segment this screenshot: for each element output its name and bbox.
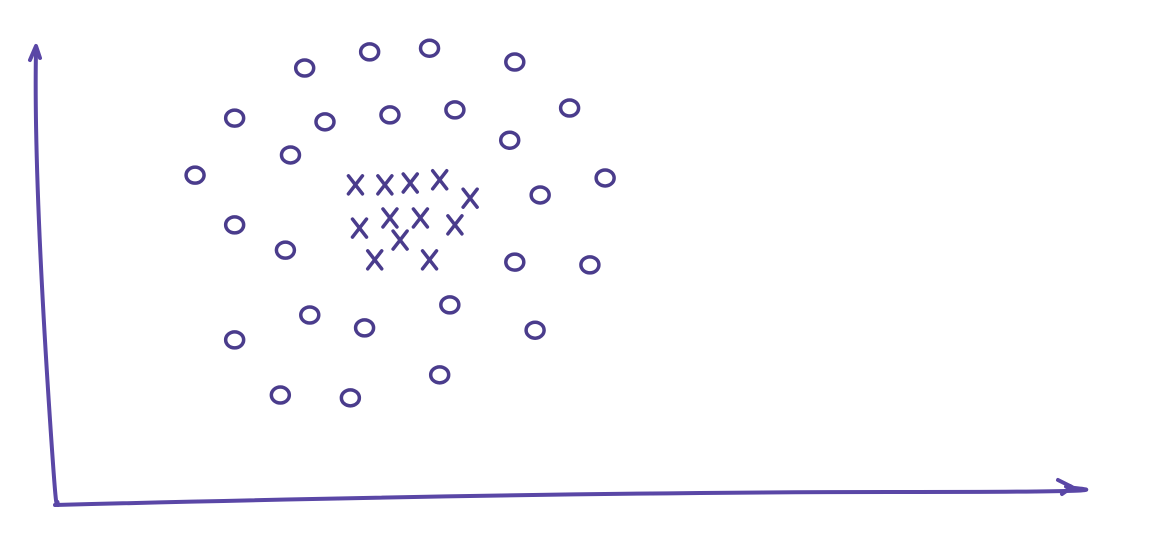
circle-mark [504, 52, 526, 72]
point [358, 42, 381, 62]
cross-stroke [381, 207, 399, 229]
circle-mark [223, 330, 246, 350]
point [223, 215, 246, 235]
point [579, 255, 601, 275]
point [223, 330, 246, 350]
circle-mark [339, 388, 362, 408]
point [428, 365, 451, 385]
point [504, 252, 526, 272]
circle-mark [184, 165, 206, 185]
point [339, 388, 362, 408]
circle-mark [223, 108, 246, 128]
circle-mark [428, 365, 451, 385]
point [223, 108, 246, 128]
point [420, 249, 439, 271]
point [269, 385, 292, 405]
point [401, 172, 419, 194]
cross-stroke [391, 229, 409, 251]
point [439, 295, 461, 315]
point [594, 168, 616, 188]
circle-mark [524, 320, 546, 340]
circle-mark [498, 130, 521, 150]
circle-mark [379, 105, 401, 125]
circle-mark [504, 252, 526, 272]
circle-mark [299, 305, 321, 325]
point [430, 169, 449, 191]
point [353, 318, 376, 338]
cross-stroke [420, 249, 439, 271]
point [274, 240, 297, 260]
point [461, 187, 479, 209]
point [365, 249, 384, 271]
point [379, 105, 401, 125]
circle-mark [529, 185, 551, 205]
cross-stroke [401, 172, 419, 194]
point [504, 52, 526, 72]
cross-stroke [461, 187, 479, 209]
cross-stroke [446, 214, 464, 236]
y-axis-arrow [28, 44, 42, 62]
point [350, 217, 369, 239]
cross-stroke [346, 174, 365, 196]
point [299, 305, 321, 325]
point [444, 100, 466, 120]
circle-mark [358, 42, 381, 62]
point [446, 214, 464, 236]
circle-mark [353, 318, 376, 338]
point [411, 207, 430, 229]
circle-mark [594, 168, 616, 188]
point [418, 38, 441, 58]
point [558, 98, 581, 118]
circle-mark [314, 112, 336, 132]
cross-stroke [365, 249, 384, 271]
point [376, 174, 394, 196]
circle-mark [293, 58, 316, 78]
cross-stroke [350, 217, 369, 239]
circle-mark [418, 38, 441, 58]
circle-mark [269, 385, 292, 405]
circle-mark [279, 145, 302, 165]
x-axis-arrow [1056, 478, 1074, 496]
circle-mark [558, 98, 581, 118]
point [391, 229, 409, 251]
point [498, 130, 521, 150]
point [524, 320, 546, 340]
circle-mark [274, 240, 297, 260]
point [184, 165, 206, 185]
point [346, 174, 365, 196]
cross-stroke [376, 174, 394, 196]
x-axis [53, 484, 1089, 507]
y-axis [33, 48, 60, 507]
circle-mark [579, 255, 601, 275]
circle-mark [439, 295, 461, 315]
axes [28, 44, 1089, 507]
circle-mark [444, 100, 466, 120]
point [381, 207, 399, 229]
point [279, 145, 302, 165]
cross-stroke [430, 169, 449, 191]
cross-stroke [411, 207, 430, 229]
point [529, 185, 551, 205]
point [293, 58, 316, 78]
circle-mark [223, 215, 246, 235]
point [314, 112, 336, 132]
